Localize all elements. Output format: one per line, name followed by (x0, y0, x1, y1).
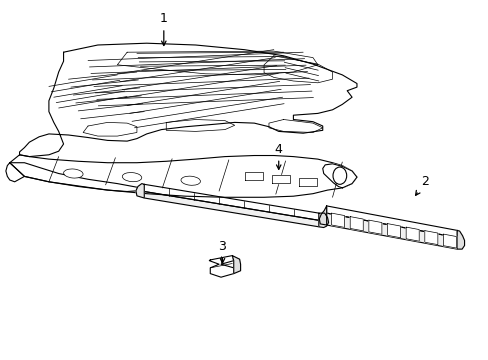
Polygon shape (209, 256, 233, 277)
Polygon shape (326, 213, 456, 249)
Polygon shape (424, 231, 437, 245)
Polygon shape (331, 213, 344, 228)
Text: 2: 2 (415, 175, 428, 195)
Polygon shape (368, 220, 381, 234)
Polygon shape (386, 224, 400, 238)
Polygon shape (144, 184, 318, 220)
Polygon shape (144, 192, 318, 227)
Ellipse shape (181, 176, 200, 185)
Polygon shape (232, 256, 240, 274)
Polygon shape (299, 178, 316, 186)
Polygon shape (443, 234, 456, 248)
Polygon shape (20, 43, 356, 157)
Text: 3: 3 (218, 240, 226, 263)
Polygon shape (245, 172, 263, 180)
Polygon shape (272, 175, 289, 183)
Polygon shape (322, 164, 356, 188)
Polygon shape (319, 206, 326, 225)
Ellipse shape (63, 169, 83, 178)
Text: 1: 1 (160, 12, 167, 45)
Polygon shape (6, 163, 24, 182)
Text: 4: 4 (274, 143, 282, 169)
Ellipse shape (332, 167, 346, 184)
Polygon shape (349, 217, 363, 231)
Ellipse shape (122, 172, 142, 182)
Polygon shape (10, 163, 137, 192)
Polygon shape (10, 155, 356, 197)
Polygon shape (456, 230, 464, 249)
Polygon shape (406, 227, 418, 241)
Polygon shape (326, 206, 456, 238)
Polygon shape (136, 184, 144, 198)
Polygon shape (318, 213, 328, 228)
